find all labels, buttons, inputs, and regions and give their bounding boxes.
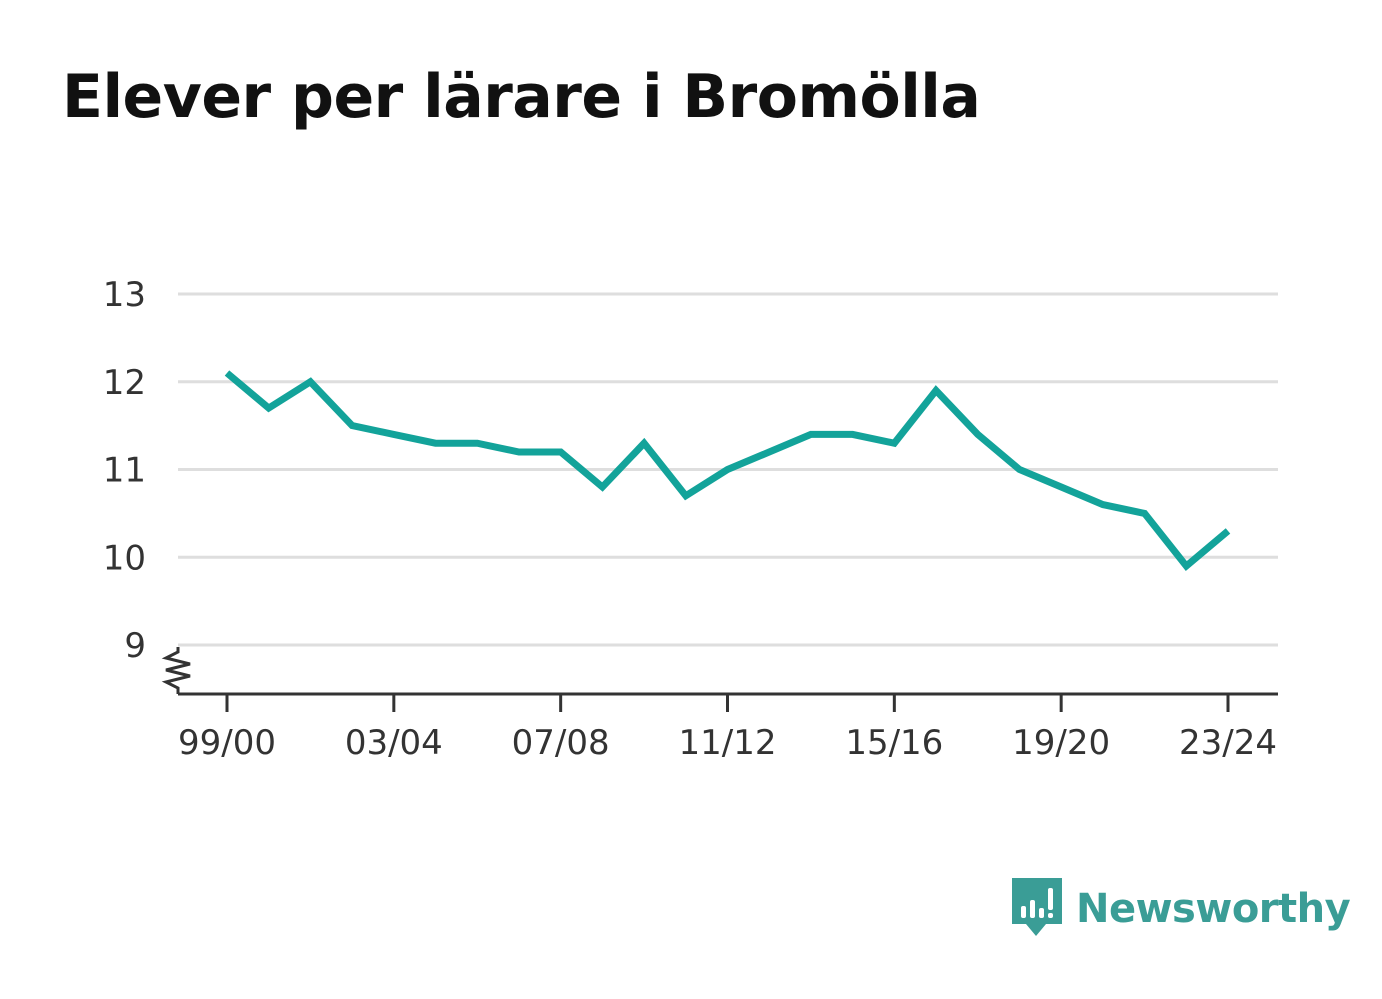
y-axis-break-icon	[161, 647, 191, 694]
x-tick-label: 15/16	[845, 723, 943, 763]
x-tick-label: 99/00	[178, 723, 276, 763]
x-tick-label: 23/24	[1179, 723, 1277, 763]
y-tick-label: 12	[103, 363, 146, 403]
x-tick-label: 07/08	[512, 723, 610, 763]
x-tick-label: 19/20	[1012, 723, 1110, 763]
brand-name: Newsworthy	[1076, 886, 1351, 932]
x-tick-label: 03/04	[345, 723, 443, 763]
y-axis-labels: 9 10 11 12 13	[103, 275, 146, 666]
y-tick-label: 11	[103, 451, 146, 491]
y-tick-label: 9	[124, 626, 146, 666]
x-tick-label: 11/12	[679, 723, 777, 763]
series-line	[224, 370, 1231, 571]
newsworthy-logo: Newsworthy	[1012, 878, 1351, 940]
y-tick-label: 13	[103, 275, 146, 315]
chart-title: Elever per lärare i Bromölla	[62, 62, 981, 132]
y-tick-label: 10	[103, 538, 146, 578]
x-axis-ticks: 99/00 03/04 07/08 11/12 15/16 19/20 23/24	[178, 694, 1277, 763]
newsworthy-logo-icon	[1012, 878, 1062, 936]
